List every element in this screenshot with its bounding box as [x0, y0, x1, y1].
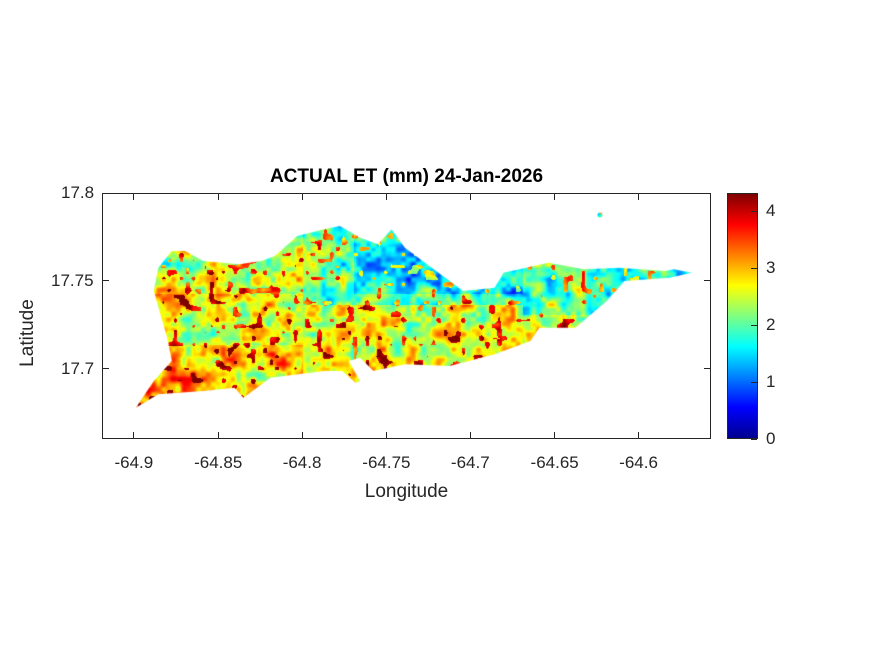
x-axis-label: Longitude: [364, 481, 449, 502]
colorbar-tick-label: 2: [766, 315, 776, 335]
y-tick-mark: [103, 368, 109, 370]
y-tick-mark-right: [704, 368, 710, 370]
colorbar-tick-label: 4: [766, 201, 776, 221]
x-tick-mark: [638, 432, 640, 438]
colorbar-tick-label: 3: [766, 258, 776, 278]
x-tick-mark-top: [217, 194, 219, 200]
colorbar-tick-mark: [751, 324, 757, 326]
y-tick-label: 17.8: [61, 183, 95, 202]
x-tick-mark: [217, 432, 219, 438]
colorbar-tick-mark: [751, 381, 757, 383]
x-tick-label: -64.75: [362, 453, 411, 472]
x-tick-mark-top: [469, 194, 471, 200]
x-tick-label: -64.85: [194, 453, 243, 472]
y-axis-label: Latitude: [17, 299, 38, 367]
chart-title: ACTUAL ET (mm) 24-Jan-2026: [269, 166, 544, 187]
y-tick-label: 17.7: [61, 358, 95, 378]
colorbar-tick-label: 0: [766, 429, 776, 448]
x-tick-mark-top: [301, 194, 303, 200]
y-tick-mark-right: [704, 280, 710, 282]
x-tick-mark: [554, 432, 556, 438]
et-heatmap: [103, 194, 710, 438]
x-tick-label: -64.9: [114, 453, 154, 472]
y-tick-mark: [103, 192, 109, 194]
x-tick-label: -64.65: [530, 453, 579, 472]
plot-area: [102, 193, 711, 439]
x-tick-mark-top: [638, 194, 640, 200]
colorbar-tick-mark: [751, 210, 757, 212]
x-tick-label: -64.6: [619, 453, 658, 472]
x-tick-mark: [385, 432, 387, 438]
x-tick-mark-top: [554, 194, 556, 200]
colorbar-tick-mark: [751, 267, 757, 269]
colorbar: [727, 193, 758, 439]
x-tick-label: -64.7: [450, 453, 490, 472]
y-tick-mark-right: [704, 192, 710, 194]
x-tick-mark-top: [133, 194, 135, 200]
x-tick-mark-top: [385, 194, 387, 200]
y-tick-label: 17.75: [51, 270, 94, 290]
colorbar-tick-mark: [751, 438, 757, 440]
x-tick-mark: [133, 432, 135, 438]
x-tick-label: -64.8: [282, 453, 322, 472]
x-tick-mark: [469, 432, 471, 438]
y-tick-mark: [103, 280, 109, 282]
colorbar-tick-label: 1: [766, 372, 776, 392]
x-tick-mark: [301, 432, 303, 438]
